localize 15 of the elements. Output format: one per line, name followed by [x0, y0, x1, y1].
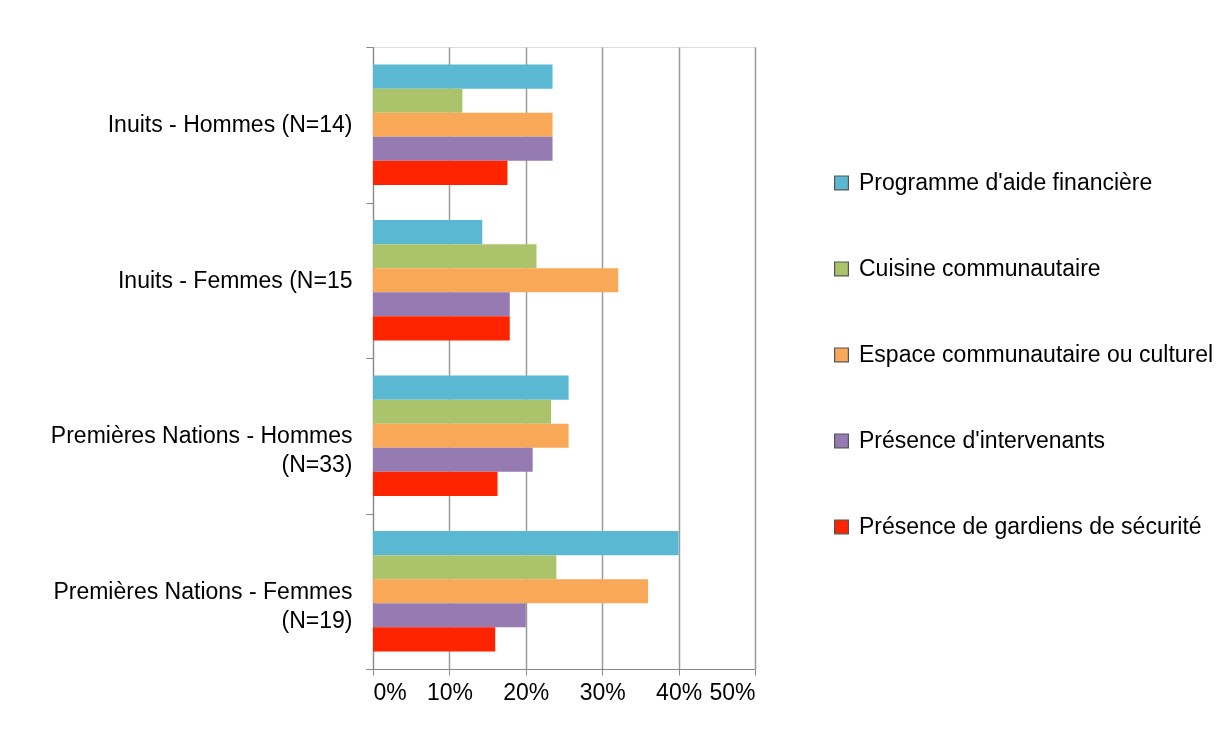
y-tick-label: Inuits - Femmes (N=15 — [117, 266, 353, 293]
y-tick-label: Premières Nations - Hommes (N=33) — [50, 422, 353, 478]
x-tick-label: 40% — [656, 678, 703, 705]
x-tick-label: 20% — [503, 678, 550, 705]
legend-label: Cuisine communautaire — [859, 254, 1101, 281]
y-tick-label: Premières Nations - Femmes (N=19) — [53, 577, 353, 633]
legend-label: Présence d'intervenants — [859, 426, 1106, 453]
legend-label: Espace communautaire ou culturel — [859, 340, 1214, 367]
x-tick-label: 0% — [373, 678, 407, 705]
legend-label: Présence de gardiens de sécurité — [859, 512, 1202, 539]
x-tick-label: 10% — [426, 678, 473, 705]
x-tick-label: 50% — [709, 678, 756, 705]
x-tick-label: 30% — [579, 678, 626, 705]
legend-label: Programme d'aide financière — [859, 168, 1153, 195]
y-tick-label: Inuits - Hommes (N=14) — [107, 111, 353, 138]
